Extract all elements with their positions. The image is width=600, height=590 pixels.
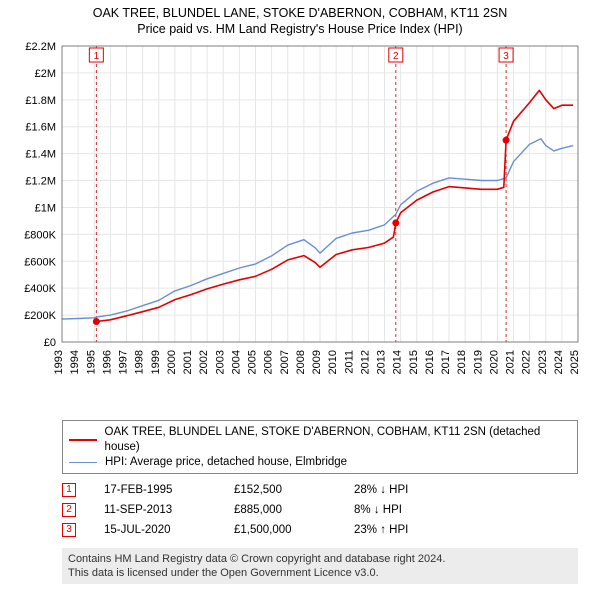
event-pct: 28% ↓ HPI bbox=[354, 480, 408, 500]
x-tick-label: 2017 bbox=[440, 350, 452, 374]
x-tick-label: 2023 bbox=[537, 350, 549, 374]
data-attribution: Contains HM Land Registry data © Crown c… bbox=[62, 548, 578, 584]
chart-event-marker-label: 1 bbox=[94, 51, 100, 62]
x-tick-label: 1996 bbox=[101, 350, 113, 374]
line-chart: £0 £200K £400K £600K £800K £1M £1.2M £1.4M £1.6M… bbox=[0, 38, 600, 378]
y-tick-label: £400K bbox=[24, 283, 56, 295]
legend-item: OAK TREE, BLUNDEL LANE, STOKE D'ABERNON,… bbox=[69, 425, 571, 455]
x-tick-label: 2007 bbox=[279, 350, 291, 374]
x-tick-label: 2018 bbox=[456, 350, 468, 374]
x-tick-label: 1995 bbox=[85, 350, 97, 374]
chart-event-marker-label: 3 bbox=[503, 51, 509, 62]
x-tick-label: 2011 bbox=[343, 350, 355, 374]
event-date: 11-SEP-2013 bbox=[104, 500, 234, 520]
x-tick-label: 2025 bbox=[569, 350, 581, 374]
chart-event-dot bbox=[503, 137, 510, 144]
footer-line1: Contains HM Land Registry data © Crown c… bbox=[68, 552, 572, 566]
x-tick-label: 2020 bbox=[488, 350, 500, 374]
event-row: 3 15-JUL-2020£1,500,00023% ↑ HPI bbox=[62, 520, 578, 540]
event-row: 1 17-FEB-1995£152,50028% ↓ HPI bbox=[62, 480, 578, 500]
event-price: £1,500,000 bbox=[234, 520, 354, 540]
x-tick-label: 2005 bbox=[247, 350, 259, 374]
y-tick-label: £1.8M bbox=[25, 95, 56, 107]
x-tick-label: 2019 bbox=[472, 350, 484, 374]
x-tick-label: 2003 bbox=[214, 350, 226, 374]
x-tick-label: 2015 bbox=[408, 350, 420, 374]
x-tick-label: 1994 bbox=[69, 350, 81, 374]
y-tick-label: £800K bbox=[24, 229, 56, 241]
event-date: 17-FEB-1995 bbox=[104, 480, 234, 500]
y-tick-label: £1M bbox=[35, 202, 56, 214]
x-tick-label: 2013 bbox=[376, 350, 388, 374]
x-tick-label: 2000 bbox=[166, 350, 178, 374]
legend: OAK TREE, BLUNDEL LANE, STOKE D'ABERNON,… bbox=[62, 420, 578, 474]
y-tick-label: £1.4M bbox=[25, 149, 56, 161]
chart-title-block: OAK TREE, BLUNDEL LANE, STOKE D'ABERNON,… bbox=[0, 0, 600, 38]
legend-swatch bbox=[69, 462, 97, 463]
x-tick-label: 2014 bbox=[392, 350, 404, 374]
x-tick-label: 2009 bbox=[311, 350, 323, 374]
chart-event-dot bbox=[93, 318, 100, 325]
event-date: 15-JUL-2020 bbox=[104, 520, 234, 540]
x-tick-label: 2010 bbox=[327, 350, 339, 374]
x-tick-label: 2024 bbox=[553, 350, 565, 374]
y-tick-label: £1.6M bbox=[25, 122, 56, 134]
footer-line2: This data is licensed under the Open Gov… bbox=[68, 566, 572, 580]
chart-event-dot bbox=[392, 219, 399, 226]
x-tick-label: 2012 bbox=[359, 350, 371, 374]
x-tick-label: 2021 bbox=[505, 350, 517, 374]
legend-label: HPI: Average price, detached house, Elmb… bbox=[105, 455, 347, 470]
event-row: 2 11-SEP-2013£885,0008% ↓ HPI bbox=[62, 500, 578, 520]
x-tick-label: 2006 bbox=[263, 350, 275, 374]
events-table: 1 17-FEB-1995£152,50028% ↓ HPI 2 11-SEP-201… bbox=[62, 480, 578, 540]
x-tick-label: 1997 bbox=[118, 350, 130, 374]
y-tick-label: £200K bbox=[24, 310, 56, 322]
y-tick-label: £2.2M bbox=[25, 41, 56, 53]
event-price: £152,500 bbox=[234, 480, 354, 500]
x-tick-label: 2022 bbox=[521, 350, 533, 374]
event-marker: 1 bbox=[62, 483, 76, 497]
event-marker: 3 bbox=[62, 523, 76, 537]
x-tick-label: 1998 bbox=[134, 350, 146, 374]
x-tick-label: 2016 bbox=[424, 350, 436, 374]
event-price: £885,000 bbox=[234, 500, 354, 520]
x-tick-label: 2002 bbox=[198, 350, 210, 374]
y-tick-label: £2M bbox=[35, 68, 56, 80]
y-tick-label: £0 bbox=[44, 337, 56, 349]
y-tick-label: £600K bbox=[24, 256, 56, 268]
legend-label: OAK TREE, BLUNDEL LANE, STOKE D'ABERNON,… bbox=[105, 425, 571, 455]
chart-title-main: OAK TREE, BLUNDEL LANE, STOKE D'ABERNON,… bbox=[8, 6, 592, 20]
x-tick-label: 2008 bbox=[295, 350, 307, 374]
event-pct: 23% ↑ HPI bbox=[354, 520, 408, 540]
x-tick-label: 1999 bbox=[150, 350, 162, 374]
x-tick-label: 2004 bbox=[230, 350, 242, 374]
event-marker: 2 bbox=[62, 503, 76, 517]
event-pct: 8% ↓ HPI bbox=[354, 500, 402, 520]
legend-item: HPI: Average price, detached house, Elmb… bbox=[69, 455, 571, 470]
legend-swatch bbox=[69, 439, 97, 441]
x-tick-label: 2001 bbox=[182, 350, 194, 374]
chart-title-sub: Price paid vs. HM Land Registry's House … bbox=[8, 22, 592, 36]
y-tick-label: £1.2M bbox=[25, 176, 56, 188]
chart-event-marker-label: 2 bbox=[393, 51, 399, 62]
chart-area: £0 £200K £400K £600K £800K £1M £1.2M £1.4M £1.6M… bbox=[0, 38, 600, 414]
x-tick-label: 1993 bbox=[53, 350, 65, 374]
